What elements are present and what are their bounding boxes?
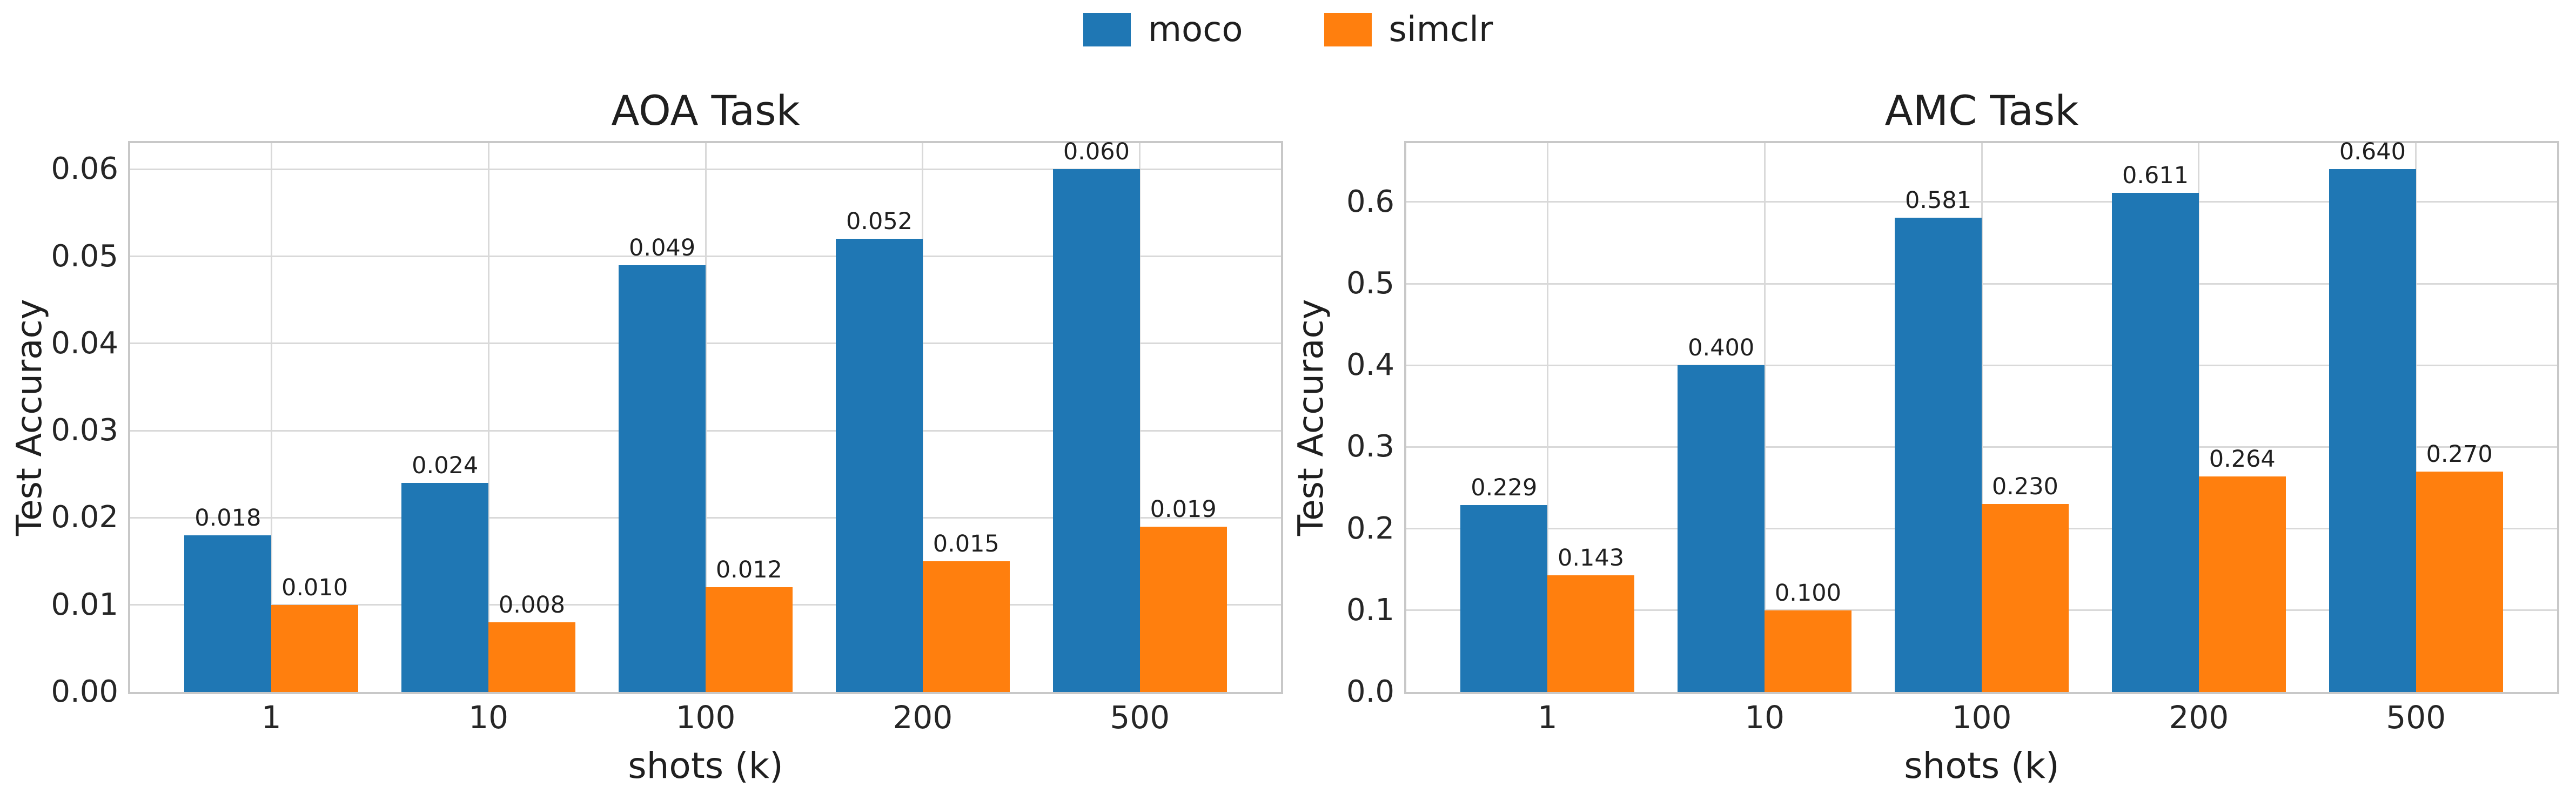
gridline-x-10	[487, 143, 489, 692]
bar-moco-100	[1895, 217, 1982, 692]
ytick-0.01: 0.01	[51, 587, 118, 622]
legend-swatch-simclr	[1324, 13, 1372, 46]
legend-label-moco: moco	[1148, 10, 1243, 50]
ytick-0.04: 0.04	[51, 325, 118, 361]
bar-simclr-100	[706, 587, 793, 692]
bar-label-moco-500: 0.640	[2339, 138, 2406, 166]
bar-label-simclr-200: 0.015	[933, 530, 999, 558]
bar-label-simclr-1: 0.010	[281, 574, 348, 601]
gridline-x-200	[2198, 143, 2200, 692]
bar-simclr-200	[922, 561, 1010, 692]
ytick-0.06: 0.06	[51, 151, 118, 187]
legend-label-simclr: simclr	[1388, 10, 1493, 50]
xtick-500: 500	[2386, 699, 2446, 736]
legend-swatch-moco	[1083, 13, 1131, 46]
bar-simclr-1	[1547, 575, 1634, 692]
ytick-0.6: 0.6	[1346, 184, 1394, 219]
plot-area-amc: 0.229 0.143 0.400 0.100 0.581 0.230 0.611 0.264…	[1404, 138, 2559, 694]
xtick-200: 200	[2169, 699, 2229, 736]
bar-moco-200	[2112, 193, 2199, 692]
gridline-x-100	[705, 143, 707, 692]
ytick-0.05: 0.05	[51, 238, 118, 274]
bar-moco-10	[401, 482, 489, 692]
bar-simclr-10	[1765, 610, 1852, 692]
chart-title-aoa: AOA Task	[611, 86, 800, 135]
bar-simclr-200	[2198, 476, 2286, 692]
bar-label-moco-200: 0.611	[2122, 162, 2189, 190]
bar-label-simclr-500: 0.019	[1150, 495, 1217, 523]
bar-simclr-10	[488, 622, 575, 692]
gridline-x-1	[270, 143, 272, 692]
bar-moco-500	[2329, 169, 2416, 692]
legend-item-moco: moco	[1083, 12, 1243, 47]
bar-label-simclr-10: 0.100	[1774, 579, 1842, 607]
bar-label-moco-100: 0.049	[629, 234, 696, 261]
bar-moco-1	[1460, 505, 1548, 692]
bar-simclr-500	[2416, 471, 2503, 692]
ytick-0.02: 0.02	[51, 500, 118, 535]
bar-simclr-1	[271, 604, 358, 692]
bar-label-moco-10: 0.024	[412, 452, 479, 479]
xtick-1: 1	[261, 699, 281, 736]
bar-label-simclr-10: 0.008	[498, 591, 566, 619]
x-axis-label-amc: shots (k)	[1904, 745, 2060, 787]
legend: moco simclr	[0, 9, 2576, 51]
ytick-0.3: 0.3	[1346, 429, 1394, 465]
bar-label-moco-200: 0.052	[846, 208, 913, 236]
xtick-10: 10	[1745, 699, 1785, 736]
gridline-x-100	[1981, 143, 1983, 692]
xtick-10: 10	[468, 699, 509, 736]
gridline-x-200	[922, 143, 924, 692]
xtick-200: 200	[893, 699, 953, 736]
ytick-0.00: 0.00	[51, 674, 118, 709]
xtick-500: 500	[1110, 699, 1170, 736]
bar-label-simclr-1: 0.143	[1558, 544, 1625, 572]
gridline-x-10	[1763, 143, 1766, 692]
ytick-0.1: 0.1	[1346, 592, 1394, 628]
bar-label-simclr-100: 0.012	[715, 556, 782, 584]
gridline-x-500	[2415, 143, 2417, 692]
x-axis-label-aoa: shots (k)	[628, 745, 783, 787]
bar-label-moco-500: 0.060	[1063, 138, 1130, 166]
bar-label-simclr-500: 0.270	[2426, 440, 2493, 468]
xtick-100: 100	[1951, 699, 2012, 736]
ytick-0.03: 0.03	[51, 413, 118, 448]
bar-moco-200	[836, 239, 923, 692]
gridline-x-500	[1139, 143, 1141, 692]
bar-label-moco-10: 0.400	[1688, 334, 1755, 362]
bar-moco-100	[619, 265, 706, 692]
bar-moco-10	[1678, 365, 1765, 692]
bar-label-moco-1: 0.018	[194, 504, 261, 532]
gridline-x-1	[1546, 143, 1548, 692]
bar-simclr-100	[1982, 504, 2069, 692]
legend-item-simclr: simclr	[1324, 12, 1493, 47]
xtick-1: 1	[1537, 699, 1558, 736]
plot-area-aoa: 0.018 0.010 0.024 0.008 0.049 0.012 0.052 0.015…	[128, 138, 1283, 694]
bar-label-moco-100: 0.581	[1905, 186, 1972, 214]
ytick-0.4: 0.4	[1346, 347, 1394, 383]
bar-simclr-500	[1139, 526, 1227, 692]
bar-label-moco-1: 0.229	[1471, 474, 1538, 501]
bar-label-simclr-200: 0.264	[2209, 445, 2276, 473]
ytick-0.5: 0.5	[1346, 266, 1394, 301]
xtick-100: 100	[675, 699, 736, 736]
ytick-0.2: 0.2	[1346, 510, 1394, 546]
ytick-0.0: 0.0	[1346, 674, 1394, 709]
bar-moco-500	[1053, 169, 1140, 692]
bar-label-simclr-100: 0.230	[1991, 473, 2058, 501]
chart-title-amc: AMC Task	[1884, 86, 2079, 135]
bar-moco-1	[184, 535, 272, 692]
